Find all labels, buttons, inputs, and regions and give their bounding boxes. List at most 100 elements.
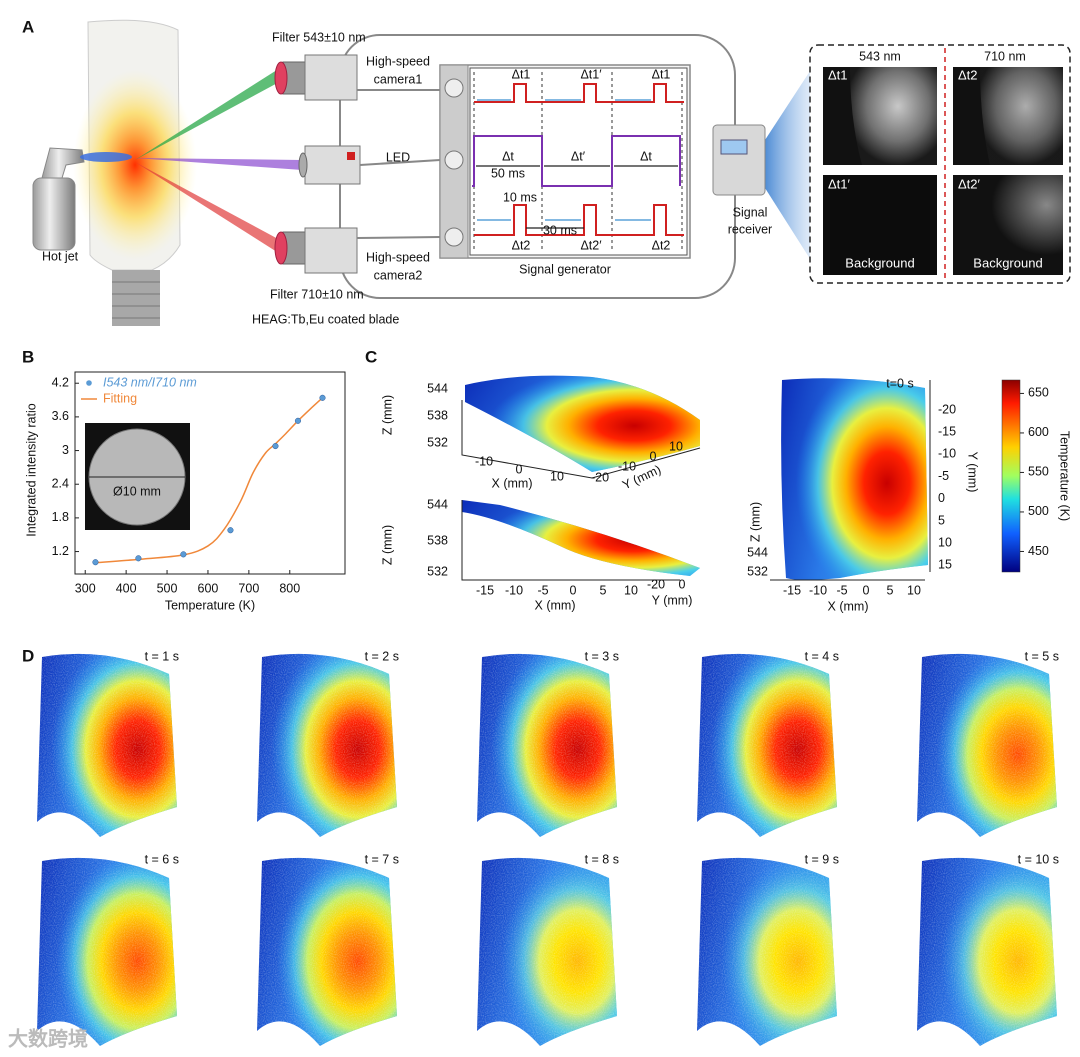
surface-3d-heat bbox=[465, 375, 700, 472]
camera bbox=[304, 54, 358, 101]
timing-label: Δt1 bbox=[512, 67, 531, 81]
led-lens bbox=[298, 152, 308, 178]
receiver-label: receiver bbox=[728, 222, 772, 236]
panel-label: B bbox=[22, 347, 34, 366]
data-point bbox=[319, 394, 326, 401]
speckle bbox=[477, 653, 617, 837]
y-tick-label: 15 bbox=[938, 558, 952, 572]
x-tick-label: -10 bbox=[475, 454, 493, 468]
speckle bbox=[917, 653, 1057, 837]
data-point bbox=[272, 443, 279, 450]
x-axis-label: Temperature (K) bbox=[165, 598, 255, 612]
x-tick-label: 300 bbox=[75, 581, 96, 595]
data-point bbox=[135, 555, 142, 562]
timing-label: Δt bbox=[502, 149, 514, 163]
view-cone bbox=[765, 68, 812, 262]
z-axis-label: Z (mm) bbox=[380, 395, 394, 435]
tile-label: Δt2 bbox=[958, 67, 978, 82]
axis-box bbox=[461, 500, 680, 581]
legend-label: I543 nm/I710 nm bbox=[103, 375, 197, 389]
time-label: t = 9 s bbox=[805, 852, 839, 866]
colorbar bbox=[1001, 379, 1021, 573]
z-axis-label: Z (mm) bbox=[380, 525, 394, 565]
filter bbox=[274, 231, 288, 265]
y-tick-label: -5 bbox=[938, 469, 949, 483]
x-tick-label: 600 bbox=[198, 581, 219, 595]
y-tick-label: -20 bbox=[591, 470, 609, 484]
filter bbox=[274, 61, 288, 95]
x-tick-label: 5 bbox=[887, 583, 894, 597]
y-tick-label: -10 bbox=[938, 447, 956, 461]
green-beam bbox=[135, 68, 283, 160]
signal-receiver bbox=[712, 124, 766, 196]
x-tick-label: 0 bbox=[516, 462, 523, 476]
blade-root-grooves bbox=[112, 281, 160, 319]
x-tick-label: -15 bbox=[476, 583, 494, 597]
time-label: t = 8 s bbox=[585, 852, 619, 866]
x-tick-label: -5 bbox=[537, 583, 548, 597]
x-tick-label: 400 bbox=[116, 581, 137, 595]
speckle bbox=[477, 857, 617, 1046]
data-point bbox=[294, 417, 302, 424]
x-tick-label: -15 bbox=[783, 583, 801, 597]
map-axes bbox=[770, 380, 931, 581]
tile-label: Δt2′ bbox=[958, 176, 981, 191]
speckle bbox=[257, 857, 397, 1046]
timing-arrows bbox=[476, 99, 678, 229]
flame bbox=[80, 152, 132, 162]
time-label: t = 6 s bbox=[145, 852, 179, 866]
panel-c-axes: 544 538 532 -10 0 10 -20 -10 0 10 Z (mm) X (mm) Y (m… bbox=[380, 376, 1071, 613]
y-tick-label: 10 bbox=[669, 439, 683, 453]
data-point bbox=[92, 559, 99, 566]
speckle bbox=[37, 653, 177, 837]
timing-label: Δt2 bbox=[652, 238, 671, 252]
y-axis-label: Integrated intensity ratio bbox=[24, 403, 38, 536]
x-tick-label: 500 bbox=[157, 581, 178, 595]
y-axis-label: Y (mm) bbox=[966, 452, 980, 493]
filter-label: Filter 710±10 nm bbox=[270, 287, 364, 301]
tile-note: Background bbox=[845, 255, 914, 270]
led-source bbox=[304, 145, 361, 185]
y-tick-label: -20 bbox=[938, 402, 956, 416]
z-tick-label: 538 bbox=[427, 533, 448, 547]
z-tick-label: 532 bbox=[427, 435, 448, 449]
speckle bbox=[697, 653, 837, 837]
x-tick-label: -5 bbox=[836, 583, 847, 597]
z-tick-label: 532 bbox=[427, 564, 448, 578]
camera-label: High-speed bbox=[366, 250, 430, 264]
ports bbox=[444, 78, 464, 247]
z-tick-label: 544 bbox=[747, 545, 768, 559]
speckle bbox=[917, 857, 1057, 1046]
y-tick-label: 0 bbox=[938, 491, 945, 505]
timing-label: 10 ms bbox=[503, 190, 537, 204]
x-tick-label: 0 bbox=[863, 583, 870, 597]
timing-label: Δt bbox=[640, 149, 652, 163]
plot-frame bbox=[74, 371, 346, 575]
speckle bbox=[257, 653, 397, 837]
y-tick-label: 1.2 bbox=[52, 544, 69, 558]
colorbar-tick-label: 550 bbox=[1028, 465, 1049, 479]
led-pulse bbox=[472, 135, 681, 187]
y-tick-label: 1.8 bbox=[52, 510, 69, 524]
time-label: t = 7 s bbox=[365, 852, 399, 866]
z-tick-label: 538 bbox=[427, 408, 448, 422]
x-tick-label: -10 bbox=[809, 583, 827, 597]
timing-label: Δt2 bbox=[512, 238, 531, 252]
camera-label: High-speed bbox=[366, 54, 430, 68]
jet-canister bbox=[32, 177, 76, 251]
z-tick-label: 544 bbox=[427, 381, 448, 395]
x-tick-label: 0 bbox=[570, 583, 577, 597]
temperature-map-heat bbox=[781, 378, 928, 580]
inset-label: Ø10 mm bbox=[113, 484, 161, 498]
time-label: t = 5 s bbox=[1025, 649, 1059, 663]
y-tick-label: 3 bbox=[62, 443, 69, 457]
watermark: 大数跨境 bbox=[8, 1026, 88, 1050]
y-tick-label: -10 bbox=[618, 459, 636, 473]
purple-beam bbox=[135, 158, 302, 170]
y-tick-label: 10 bbox=[938, 535, 952, 549]
camera-label: camera2 bbox=[374, 268, 423, 282]
red-beam bbox=[135, 162, 280, 252]
x-tick-label: 10 bbox=[550, 469, 564, 483]
y-tick-label: -15 bbox=[938, 424, 956, 438]
